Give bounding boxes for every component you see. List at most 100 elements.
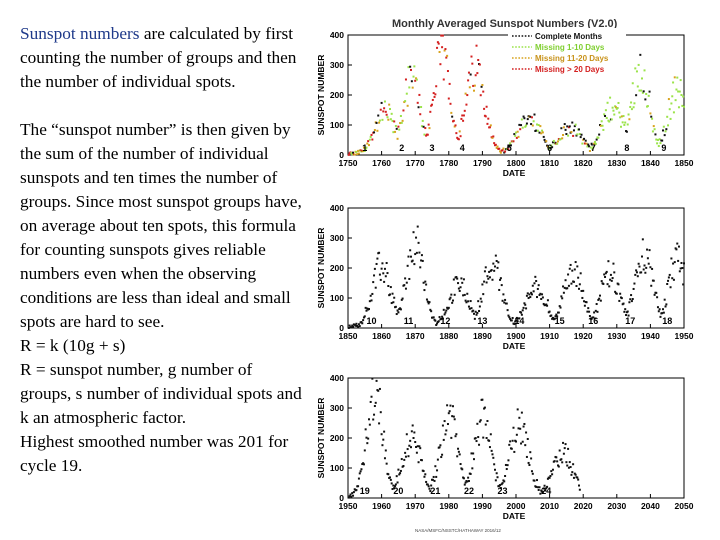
data-point: [450, 436, 453, 439]
data-point: [393, 487, 396, 490]
data-point: [550, 314, 553, 317]
data-point: [657, 310, 660, 313]
data-point: [450, 111, 453, 114]
data-point: [487, 117, 490, 120]
data-point: [492, 135, 495, 138]
data-point: [565, 461, 568, 464]
data-point: [404, 78, 407, 81]
data-point: [539, 492, 542, 495]
data-point: [675, 248, 678, 251]
data-point: [645, 92, 648, 95]
data-point: [546, 485, 549, 488]
data-point: [456, 277, 459, 280]
data-point: [436, 41, 439, 44]
data-point: [378, 119, 381, 122]
data-point: [644, 271, 647, 274]
data-point: [522, 115, 525, 118]
data-point: [638, 265, 641, 268]
data-point: [494, 254, 497, 257]
data-point: [434, 465, 437, 468]
data-point: [420, 125, 423, 128]
data-point: [382, 438, 385, 441]
data-point: [409, 439, 412, 442]
data-point: [652, 125, 655, 128]
data-point: [542, 135, 545, 138]
data-point: [665, 128, 668, 131]
data-point: [436, 469, 439, 472]
x-tick-label: 1980: [439, 501, 458, 511]
data-point: [372, 281, 375, 284]
data-point: [445, 309, 448, 312]
data-point: [570, 282, 573, 285]
data-point: [494, 479, 497, 482]
data-point: [353, 488, 356, 491]
data-point: [496, 266, 499, 269]
data-point: [572, 280, 575, 283]
data-point: [499, 150, 502, 153]
data-point: [526, 292, 529, 295]
data-point: [563, 123, 566, 126]
data-point: [410, 255, 412, 258]
data-point: [600, 120, 603, 123]
y-tick-label: 300: [330, 403, 344, 413]
data-point: [467, 476, 470, 479]
data-point: [372, 418, 375, 421]
data-point: [422, 281, 425, 284]
data-point: [467, 305, 470, 308]
data-point: [347, 326, 350, 329]
data-point: [502, 147, 505, 150]
data-point: [388, 103, 391, 106]
data-point: [561, 137, 564, 140]
data-point: [578, 287, 580, 290]
data-point: [446, 404, 449, 407]
data-point: [459, 463, 462, 466]
data-point: [385, 262, 388, 265]
data-point: [362, 316, 365, 319]
formula: R = k (10g + s): [20, 336, 126, 355]
data-point: [382, 110, 385, 113]
data-point: [380, 267, 383, 270]
data-point: [444, 48, 447, 51]
data-point: [368, 423, 371, 426]
data-point: [681, 104, 684, 107]
data-point: [413, 263, 416, 266]
data-point: [451, 415, 454, 418]
data-point: [435, 475, 438, 478]
data-point: [380, 433, 383, 436]
data-point: [535, 129, 538, 132]
data-point: [535, 485, 538, 488]
data-point: [362, 463, 365, 466]
data-point: [519, 427, 522, 430]
data-point: [416, 101, 419, 104]
data-point: [562, 291, 565, 294]
data-point: [492, 262, 495, 265]
data-point: [389, 108, 391, 111]
data-point: [408, 444, 411, 447]
data-point: [483, 280, 486, 283]
data-point: [359, 470, 362, 473]
data-point: [403, 458, 406, 461]
data-point: [648, 90, 651, 93]
x-tick-label: 1890: [473, 331, 492, 341]
data-point: [520, 313, 523, 316]
data-point: [443, 49, 446, 52]
data-point: [558, 305, 561, 308]
x-tick-label: 1870: [406, 331, 425, 341]
y-tick-label: 200: [330, 90, 344, 100]
x-tick-label: 1810: [540, 158, 559, 168]
data-point: [363, 315, 366, 318]
data-point: [355, 489, 358, 492]
data-point: [679, 79, 682, 82]
data-point: [572, 476, 575, 479]
data-point: [667, 276, 670, 279]
data-point: [410, 430, 413, 433]
data-point: [405, 92, 408, 95]
data-point: [543, 138, 546, 141]
data-point: [425, 134, 428, 137]
cycle-label-8: 8: [624, 143, 629, 153]
cycle-label-4: 4: [460, 143, 465, 153]
data-point: [410, 68, 412, 71]
data-point: [398, 128, 401, 131]
data-point: [605, 116, 608, 119]
data-point: [499, 278, 502, 281]
